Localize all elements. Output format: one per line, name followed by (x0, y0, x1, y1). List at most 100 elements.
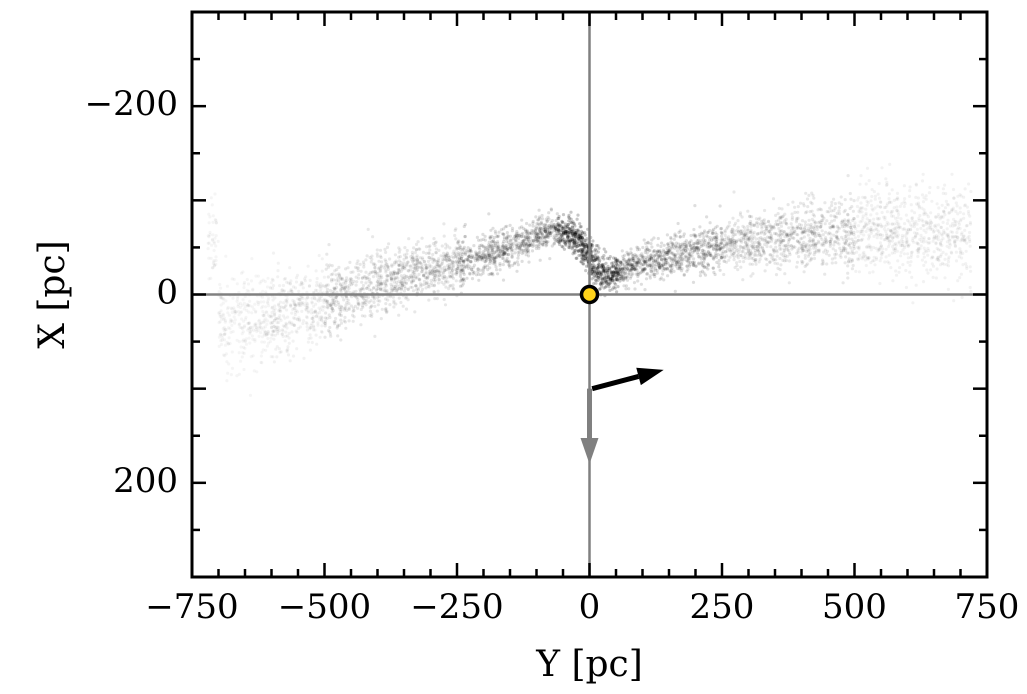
stream-point (305, 306, 309, 310)
stream-point (656, 243, 660, 247)
stream-point (677, 246, 681, 250)
stream-point (772, 257, 776, 261)
stream-point (873, 194, 878, 198)
stream-point (301, 286, 305, 290)
stream-point (339, 318, 343, 322)
stream-point (360, 314, 364, 318)
stream-point (846, 224, 850, 228)
stream-point (640, 252, 644, 256)
stream-point (962, 212, 966, 216)
stream-point (849, 227, 854, 231)
stream-point (271, 333, 275, 337)
stream-point (580, 251, 585, 255)
stream-point (583, 233, 587, 237)
stream-point (832, 214, 836, 218)
stream-point (503, 259, 507, 263)
stream-point (814, 245, 818, 249)
stream-point (959, 249, 963, 253)
stream-point (776, 212, 780, 216)
stream-point (776, 266, 780, 270)
stream-point (806, 233, 811, 237)
stream-point (769, 236, 773, 240)
stream-point (258, 281, 262, 285)
stream-point (694, 247, 698, 251)
stream-point (582, 254, 586, 258)
stream-point (261, 309, 265, 314)
stream-point (616, 285, 620, 289)
stream-point (862, 224, 867, 228)
stream-point (833, 206, 837, 210)
stream-point (751, 243, 756, 247)
stream-point (368, 309, 372, 313)
stream-point (760, 245, 765, 249)
stream-point (884, 247, 888, 251)
stream-point (443, 257, 447, 261)
stream-point (388, 274, 392, 278)
stream-point (877, 196, 882, 200)
stream-point (261, 304, 265, 308)
stream-point (404, 278, 408, 282)
stream-point (836, 229, 840, 233)
stream-point (328, 325, 332, 330)
stream-point (677, 261, 682, 265)
stream-point (795, 260, 800, 264)
stream-point (527, 231, 531, 235)
stream-point (808, 236, 812, 240)
stream-point (720, 242, 724, 246)
stream-point (890, 188, 894, 192)
stream-point (695, 239, 699, 243)
stream-point (458, 274, 462, 278)
stream-point (645, 272, 649, 276)
stream-point (458, 284, 463, 288)
stream-point (477, 238, 481, 242)
stream-point (558, 224, 562, 228)
stream-point (839, 235, 844, 239)
stream-point (454, 246, 458, 250)
stream-point (272, 360, 276, 364)
stream-point (874, 257, 879, 261)
stream-point (295, 310, 300, 314)
stream-point (451, 283, 455, 287)
stream-point (442, 234, 446, 238)
stream-point (537, 235, 541, 239)
stream-point (626, 252, 630, 256)
stream-point (448, 246, 452, 250)
stream-point (436, 289, 440, 293)
stream-point (885, 223, 889, 227)
stream-point (712, 270, 716, 274)
stream-point (639, 254, 644, 258)
stream-point (263, 279, 267, 284)
stream-point (847, 257, 851, 261)
stream-point (782, 248, 787, 253)
stream-point (495, 248, 499, 252)
stream-point (311, 317, 315, 321)
stream-point (751, 246, 755, 250)
stream-point (931, 239, 935, 243)
stream-point (898, 266, 902, 270)
stream-point (528, 242, 532, 246)
stream-point (528, 223, 532, 227)
stream-point (212, 260, 216, 264)
stream-point (867, 179, 871, 183)
stream-point (393, 286, 397, 291)
stream-point (218, 282, 222, 287)
stream-point (932, 250, 936, 254)
stream-point (488, 259, 492, 263)
stream-point (810, 229, 814, 233)
stream-point (768, 223, 772, 227)
stream-point (223, 332, 227, 336)
stream-point (308, 348, 312, 352)
stream-point (370, 312, 374, 316)
stream-point (734, 244, 738, 248)
stream-point (858, 253, 862, 257)
stream-point (418, 265, 422, 269)
stream-point (853, 236, 857, 240)
stream-point (284, 321, 288, 325)
stream-point (270, 277, 274, 281)
stream-point (866, 237, 871, 241)
stream-point (329, 334, 333, 338)
stream-point (757, 239, 762, 244)
stream-point (570, 238, 575, 243)
stream-point (959, 217, 963, 221)
stream-point (682, 232, 686, 236)
